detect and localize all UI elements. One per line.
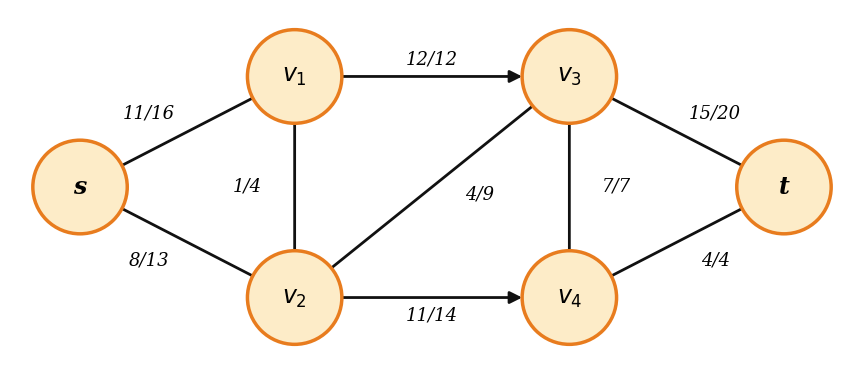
Text: $v_4$: $v_4$	[556, 285, 582, 310]
Ellipse shape	[247, 251, 342, 344]
Text: 7/7: 7/7	[602, 178, 631, 196]
Ellipse shape	[247, 30, 342, 123]
Text: $v_2$: $v_2$	[283, 285, 307, 310]
Ellipse shape	[522, 251, 617, 344]
Text: 12/12: 12/12	[406, 51, 458, 69]
Text: 4/4: 4/4	[701, 252, 730, 270]
Text: s: s	[73, 175, 86, 199]
Ellipse shape	[33, 140, 127, 234]
Text: t: t	[778, 175, 790, 199]
Text: $v_1$: $v_1$	[283, 64, 307, 89]
Text: $v_3$: $v_3$	[556, 64, 582, 89]
Text: 4/9: 4/9	[465, 186, 494, 203]
Ellipse shape	[737, 140, 831, 234]
Ellipse shape	[522, 30, 617, 123]
Text: 15/20: 15/20	[689, 104, 741, 122]
Text: 11/14: 11/14	[406, 307, 458, 325]
Text: 8/13: 8/13	[129, 252, 169, 270]
Text: 1/4: 1/4	[233, 178, 262, 196]
Text: 11/16: 11/16	[123, 104, 175, 122]
